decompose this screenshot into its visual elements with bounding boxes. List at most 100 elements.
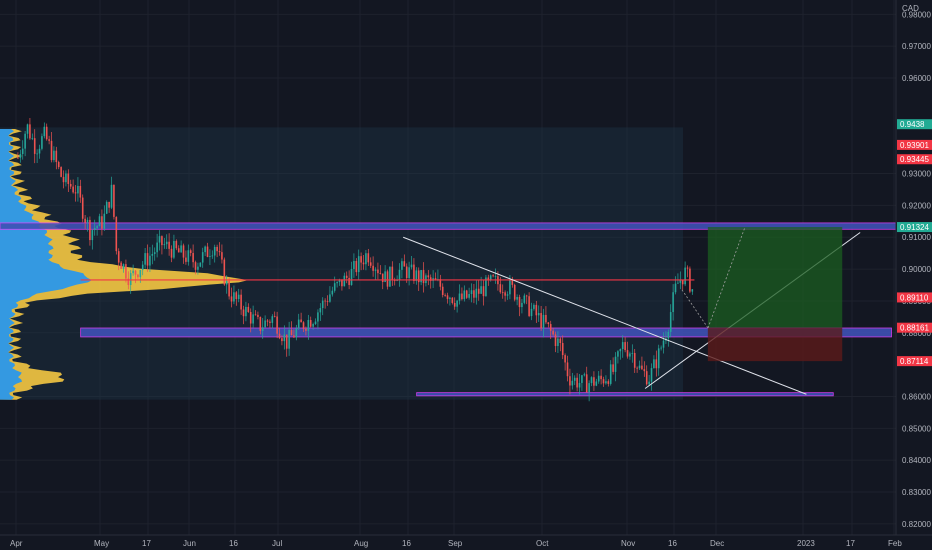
candle-body xyxy=(153,252,156,254)
candle-body xyxy=(633,352,636,368)
x-tick-label: May xyxy=(94,539,109,548)
candle-body xyxy=(477,288,480,294)
y-tick-label: 0.84000 xyxy=(902,456,931,465)
candle-body xyxy=(180,245,182,253)
candle-body xyxy=(343,275,346,287)
candle-body xyxy=(67,173,70,184)
candle-body xyxy=(485,277,487,297)
candle-body xyxy=(456,300,458,307)
candle-body xyxy=(602,379,605,384)
candle-body xyxy=(137,274,139,278)
candle-body xyxy=(225,280,228,285)
candle-body xyxy=(151,253,154,256)
candle-body xyxy=(360,256,362,263)
candle-body xyxy=(506,294,509,296)
candle-body xyxy=(348,277,350,285)
candle-body xyxy=(590,377,593,384)
candle-body xyxy=(374,269,377,271)
x-tick-label: Sep xyxy=(448,539,463,548)
candle-body xyxy=(89,219,91,241)
x-tick-label: 17 xyxy=(846,539,855,548)
candle-body xyxy=(55,150,58,163)
candle-body xyxy=(269,321,271,323)
price-badge xyxy=(897,322,932,333)
candle-body xyxy=(252,314,254,324)
candle-body xyxy=(60,167,62,177)
y-tick-label: 0.82000 xyxy=(902,520,931,529)
candle-body xyxy=(261,327,264,331)
time-axis[interactable]: Apr May 17 Jun 16 Jul Aug 16 Sep Oct Nov 16 Dec 2023 1… xyxy=(0,534,932,550)
candle-body xyxy=(149,255,151,266)
candle-body xyxy=(185,257,187,262)
candle-body xyxy=(487,277,490,280)
candle-body xyxy=(518,296,521,308)
candle-body xyxy=(38,148,41,154)
candle-body xyxy=(557,338,559,347)
long-position-tool[interactable] xyxy=(681,226,843,362)
candle-body xyxy=(353,260,355,270)
candle-body xyxy=(113,184,115,217)
candle-body xyxy=(461,293,463,300)
candle-body xyxy=(386,271,389,287)
candle-body xyxy=(427,275,430,278)
candle-body xyxy=(612,364,614,372)
candle-body xyxy=(691,289,694,292)
candle-body xyxy=(607,381,610,384)
candle-body xyxy=(504,292,506,296)
candle-body xyxy=(614,356,617,372)
candle-body xyxy=(401,261,403,270)
price-axis[interactable]: CAD 0.98000 0.97000 0.96000 0.93000 0.92000 0… xyxy=(895,0,932,535)
candle-body xyxy=(441,286,444,295)
candle-body xyxy=(156,242,158,253)
candle-body xyxy=(206,246,209,257)
candle-body xyxy=(381,273,384,283)
candle-body xyxy=(581,375,583,383)
candle-body xyxy=(420,270,422,283)
candle-body xyxy=(336,282,338,284)
candle-body xyxy=(535,304,538,316)
candle-body xyxy=(141,264,144,271)
position-loss-zone xyxy=(707,327,843,362)
y-tick-label: 0.97000 xyxy=(902,42,931,51)
candle-body xyxy=(115,216,118,252)
candle-body xyxy=(36,153,38,155)
candle-body xyxy=(204,246,206,253)
candle-body xyxy=(379,273,382,274)
candle-body xyxy=(257,314,259,317)
candle-body xyxy=(45,126,48,140)
candle-body xyxy=(408,267,410,279)
candle-body xyxy=(312,324,314,327)
candle-body xyxy=(573,377,576,381)
candle-body xyxy=(533,304,535,309)
candle-body xyxy=(403,261,406,267)
candle-body xyxy=(425,275,427,284)
candle-body xyxy=(41,136,43,149)
candle-body xyxy=(91,230,94,241)
candle-body xyxy=(302,322,305,329)
candle-body xyxy=(177,248,180,253)
candle-body xyxy=(405,266,408,279)
price-badge-label: 0.93901 xyxy=(900,141,929,150)
candle-body xyxy=(105,201,108,214)
candle-body xyxy=(444,294,446,296)
y-tick-label: 0.91000 xyxy=(902,233,931,242)
candle-body xyxy=(331,290,334,295)
candle-body xyxy=(319,308,322,313)
y-tick-label: 0.93000 xyxy=(902,170,931,179)
candle-body xyxy=(338,279,341,283)
candle-body xyxy=(285,334,288,349)
candle-body xyxy=(29,124,31,139)
candle-body xyxy=(516,296,518,300)
candle-body xyxy=(295,328,298,338)
candle-body xyxy=(492,275,494,277)
candle-body xyxy=(96,226,98,229)
candle-body xyxy=(194,262,197,270)
candle-body xyxy=(547,322,550,325)
candle-body xyxy=(643,369,646,372)
candle-body xyxy=(439,279,442,287)
candle-body xyxy=(446,295,449,299)
candle-body xyxy=(305,328,307,331)
candle-body xyxy=(300,319,302,323)
candle-body xyxy=(26,124,29,134)
